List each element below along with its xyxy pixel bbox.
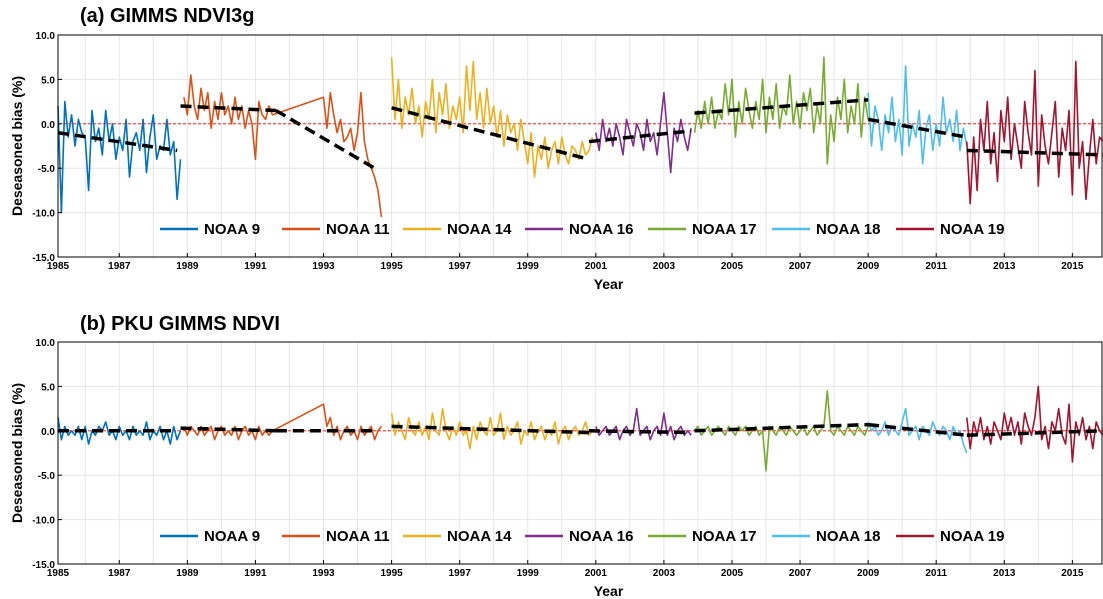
plot-frame: [57, 341, 1103, 565]
x-tick-label: 2007: [789, 568, 812, 579]
x-tick-label: 1993: [312, 568, 335, 579]
x-axis-label: Year: [594, 276, 624, 292]
x-tick-label: 1989: [176, 568, 199, 579]
x-tick-label: 1985: [47, 568, 70, 579]
series-line-noaa-19: [966, 60, 1103, 205]
chart-title: (a) GIMMS NDVI3g: [80, 5, 254, 27]
x-tick-label: 2013: [993, 261, 1016, 272]
legend-label: NOAA 16: [569, 528, 633, 545]
legend-label: NOAA 9: [204, 221, 260, 238]
series-line-noaa-18: [867, 65, 968, 165]
x-tick-label: 1997: [449, 261, 472, 272]
y-tick-label: 10.0: [36, 31, 56, 42]
y-tick-label: -10.0: [32, 516, 55, 527]
trend-line: [391, 106, 590, 162]
legend-label: NOAA 17: [692, 528, 756, 545]
legend-label: NOAA 11: [326, 528, 390, 545]
x-tick-label: 2015: [1061, 261, 1084, 272]
x-tick-label: 2009: [857, 261, 880, 272]
x-tick-label: 2003: [653, 568, 676, 579]
legend-label: NOAA 16: [569, 221, 633, 238]
y-tick-label: -10.0: [32, 209, 55, 220]
x-tick-label: 1999: [517, 261, 540, 272]
x-tick-label: 1989: [176, 261, 199, 272]
x-tick-label: 2005: [721, 568, 744, 579]
x-tick-label: 1991: [244, 261, 267, 272]
series-line-noaa-18: [867, 407, 968, 454]
x-tick-label: 1993: [312, 261, 335, 272]
series-line-noaa-14: [390, 57, 594, 178]
x-tick-label: 2009: [857, 568, 880, 579]
series-line-noaa-19: [966, 385, 1103, 463]
x-tick-label: 1985: [47, 261, 70, 272]
legend-label: NOAA 19: [940, 221, 1004, 238]
trend-line: [274, 108, 376, 170]
y-tick-label: 0.0: [41, 120, 55, 131]
x-tick-label: 1987: [108, 568, 131, 579]
trend-line: [57, 130, 178, 153]
y-tick-label: -5.0: [38, 164, 56, 175]
x-tick-label: 2013: [993, 568, 1016, 579]
legend-label: NOAA 9: [204, 528, 260, 545]
x-tick-label: 2001: [585, 261, 608, 272]
x-tick-label: 2003: [653, 261, 676, 272]
trend-line: [694, 98, 869, 115]
y-tick-label: -5.0: [38, 471, 56, 482]
legend-label: NOAA 14: [447, 221, 512, 238]
series-line-noaa-9: [57, 417, 182, 445]
x-tick-label: 1995: [380, 261, 403, 272]
x-tick-label: 2001: [585, 568, 608, 579]
legend-label: NOAA 14: [447, 528, 512, 545]
legend-label: NOAA 17: [692, 221, 756, 238]
legend-label: NOAA 19: [940, 528, 1004, 545]
y-tick-label: 10.0: [36, 338, 56, 349]
x-tick-label: 2011: [925, 568, 947, 579]
trend-line: [966, 148, 1103, 157]
series-line-noaa-16: [595, 407, 692, 441]
x-axis-label: Year: [594, 583, 624, 599]
x-tick-label: 2007: [789, 261, 812, 272]
x-tick-label: 2005: [721, 261, 744, 272]
x-tick-label: 2015: [1061, 568, 1084, 579]
x-tick-label: 1991: [244, 568, 267, 579]
series-line-noaa-11: [183, 403, 383, 441]
plot-frame: [57, 34, 1103, 258]
x-tick-label: 2011: [925, 261, 947, 272]
x-tick-label: 1987: [108, 261, 131, 272]
trend-line: [966, 429, 1103, 437]
y-tick-label: -15.0: [32, 253, 55, 264]
y-axis-label: Deseasoned bias (%): [9, 383, 25, 523]
y-tick-label: 5.0: [41, 382, 55, 393]
series-line-noaa-17: [693, 56, 869, 165]
y-tick-label: 0.0: [41, 427, 55, 438]
x-tick-label: 1995: [380, 568, 403, 579]
y-tick-label: 5.0: [41, 75, 55, 86]
series-line-noaa-11: [183, 74, 383, 218]
series-line-noaa-9: [57, 100, 182, 214]
trend-line: [694, 422, 869, 433]
legend-label: NOAA 11: [326, 221, 390, 238]
legend-label: NOAA 18: [816, 528, 880, 545]
legend-label: NOAA 18: [816, 221, 880, 238]
y-axis-label: Deseasoned bias (%): [9, 76, 25, 216]
y-tick-label: -15.0: [32, 560, 55, 571]
series-line-noaa-14: [390, 407, 594, 450]
trend-line: [588, 129, 692, 144]
chart-title: (b) PKU GIMMS NDVI: [80, 313, 280, 335]
trend-line: [588, 429, 692, 435]
x-tick-label: 1997: [449, 568, 472, 579]
x-tick-label: 1999: [517, 568, 540, 579]
